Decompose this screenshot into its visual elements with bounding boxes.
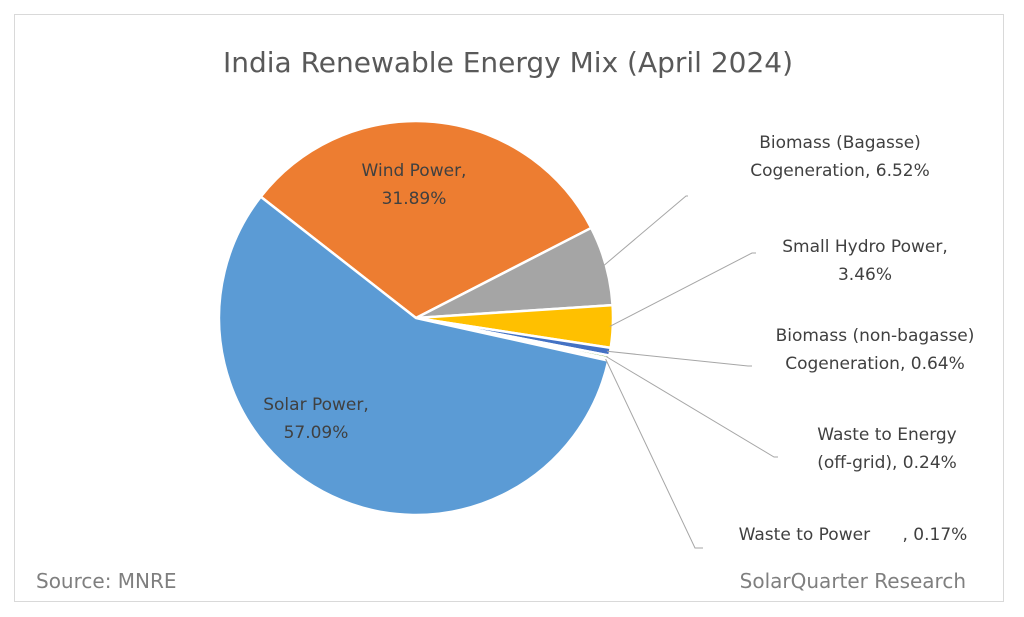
pie-slice (259, 119, 593, 320)
chart-frame (14, 14, 1004, 602)
slice-label: Biomass (Bagasse) (759, 133, 921, 153)
slice-label: Small Hydro Power, (782, 237, 947, 257)
slice-label: 3.46% (838, 265, 892, 285)
slice-label: 31.89% (382, 189, 447, 209)
chart-title: India Renewable Energy Mix (April 2024) (223, 46, 793, 79)
leader-line (607, 350, 752, 367)
slice-label: Waste to Energy (817, 425, 957, 445)
leader-line (605, 358, 703, 549)
slice-label: Cogeneration, 0.64% (785, 354, 965, 374)
slice-label: 57.09% (284, 423, 349, 443)
slice-label: Wind Power, (362, 161, 467, 181)
leader-line (602, 195, 688, 267)
slice-label: Biomass (non-bagasse) (776, 326, 975, 346)
slice-labels: Wind Power, 31.89% Biomass (Bagasse) Cogene… (263, 133, 974, 545)
pie-slice (217, 195, 610, 517)
slice-label: Waste to Power , 0.17% (739, 525, 968, 545)
slice-label: (off-grid), 0.24% (817, 453, 957, 473)
slice-label: Solar Power, (263, 395, 369, 415)
pie-slices (217, 119, 615, 517)
credit-note: SolarQuarter Research (740, 569, 966, 593)
leader-lines (602, 195, 778, 549)
source-note: Source: MNRE (36, 569, 177, 593)
leader-line (609, 252, 756, 327)
slice-label: Cogeneration, 6.52% (750, 161, 930, 181)
leader-line (605, 356, 778, 458)
